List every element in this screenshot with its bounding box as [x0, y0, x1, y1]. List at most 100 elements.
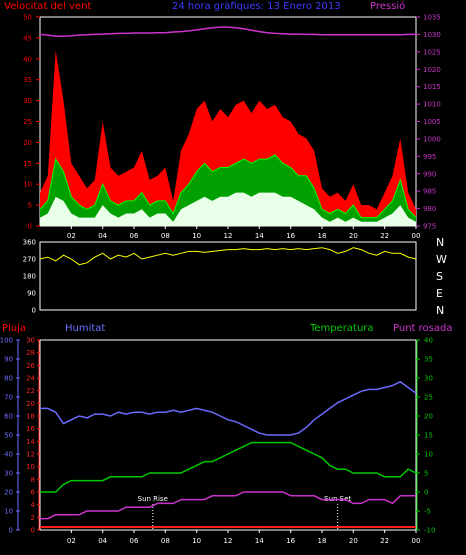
x-tick-label: 18: [318, 537, 327, 545]
humidity-tick-label: 10: [4, 508, 13, 516]
x-tick-label: 04: [98, 232, 107, 240]
compass-label: E: [436, 287, 443, 300]
temperature-tick-label: 30: [424, 375, 433, 383]
dewpoint-title: Punt rosada: [393, 323, 452, 334]
humidity-title: Humitat: [65, 323, 105, 334]
compass-label: N: [436, 236, 444, 249]
dewpoint-line: [40, 491, 416, 520]
humidity-tick-label: 90: [4, 356, 13, 364]
wind-pressure-panel: 0510152025303540455097598098599099510001…: [23, 14, 441, 241]
wind-tick-label: 15: [23, 160, 32, 168]
wind-average-line: [39, 154, 417, 219]
x-tick-label: 08: [161, 537, 170, 545]
rain-tick-label: 30: [26, 337, 35, 345]
graph-title: 24 hora gràfiques: 13 Enero 2013: [172, 0, 341, 12]
temperature-tick-label: 0: [424, 489, 428, 497]
rain-tick-label: 10: [26, 463, 35, 471]
wind-tick-label: 10: [23, 181, 32, 189]
x-tick-label: 10: [192, 537, 201, 545]
pressure-tick-label: 995: [423, 153, 436, 161]
humidity-panel-frame: [39, 339, 417, 531]
direction-tick-label: 270: [23, 256, 36, 264]
humidity-tick-label: 60: [4, 413, 13, 421]
direction-tick-label: 180: [23, 273, 36, 281]
pressure-tick-label: 1010: [423, 101, 441, 109]
humidity-tick-label: 100: [0, 337, 13, 345]
x-tick-label: 10: [192, 232, 201, 240]
x-tick-label: 00: [412, 232, 421, 240]
wind-tick-label: 45: [23, 34, 32, 42]
x-tick-label: 06: [130, 232, 139, 240]
x-tick-label: 16: [286, 537, 295, 545]
rain-tick-label: 22: [26, 387, 35, 395]
wind-tick-label: 0: [28, 223, 32, 231]
temperature-tick-label: 10: [424, 451, 433, 459]
wind-tick-label: 35: [23, 76, 32, 84]
pressure-tick-label: 1000: [423, 135, 441, 143]
x-tick-label: 16: [286, 232, 295, 240]
temperature-title: Temperatura: [309, 323, 374, 334]
pressure-tick-label: 1020: [423, 66, 441, 74]
x-tick-label: 00: [412, 537, 421, 545]
x-tick-label: 02: [67, 537, 76, 545]
wind-direction-line: [39, 247, 417, 266]
x-tick-label: 22: [380, 232, 389, 240]
x-tick-label: 04: [98, 537, 107, 545]
rain-tick-label: 4: [31, 501, 36, 509]
compass-label: S: [436, 270, 443, 283]
x-tick-label: 08: [161, 232, 170, 240]
temperature-tick-label: 5: [424, 470, 428, 478]
pressure-tick-label: 1030: [423, 31, 441, 39]
temperature-tick-label: -10: [424, 527, 435, 535]
rain-tick-label: 18: [26, 413, 35, 421]
pressure-tick-label: 1035: [423, 14, 441, 22]
humidity-tick-label: 70: [4, 394, 13, 402]
pressure-tick-label: 980: [423, 205, 436, 213]
pressure-tick-label: 1005: [423, 118, 441, 126]
wind-gust-area: [40, 50, 416, 227]
wind-tick-label: 5: [28, 202, 32, 210]
compass-label: N: [436, 304, 444, 317]
x-tick-label: 20: [349, 537, 358, 545]
x-tick-label: 22: [380, 537, 389, 545]
rain-tick-label: 12: [26, 451, 35, 459]
rain-tick-label: 6: [31, 489, 36, 497]
compass-label: W: [436, 253, 447, 266]
temperature-tick-label: 35: [424, 356, 433, 364]
wind-minimum-area: [40, 192, 416, 226]
direction-tick-label: 360: [23, 239, 36, 247]
rain-tick-label: 14: [26, 438, 35, 446]
x-tick-label: 12: [224, 232, 233, 240]
rain-title: Pluja: [2, 323, 26, 334]
pressure-title: Pressió: [370, 0, 405, 12]
humidity-tick-label: 50: [4, 432, 13, 440]
x-tick-label: 14: [255, 232, 264, 240]
temperature-tick-label: -5: [424, 508, 431, 516]
wind-average-area: [40, 154, 416, 226]
x-tick-label: 12: [224, 537, 233, 545]
direction-tick-label: 90: [27, 290, 36, 298]
temperature-tick-label: 20: [424, 413, 433, 421]
rain-tick-label: 8: [31, 476, 35, 484]
humidity-tick-label: 30: [4, 470, 13, 478]
x-tick-label: 02: [67, 232, 76, 240]
x-tick-label: 18: [318, 232, 327, 240]
rain-tick-label: 2: [31, 514, 35, 522]
wind-tick-label: 25: [23, 118, 32, 126]
humidity-tick-label: 20: [4, 489, 13, 497]
pressure-tick-label: 1015: [423, 83, 441, 91]
humidity-tick-label: 40: [4, 451, 13, 459]
temperature-tick-label: 25: [424, 394, 433, 402]
rain-tick-label: 16: [26, 425, 35, 433]
humidity-tick-label: 0: [9, 527, 13, 535]
wind-tick-label: 50: [23, 14, 32, 22]
pressure-tick-label: 1025: [423, 48, 441, 56]
wind-speed-title: Velocitat del vent: [4, 1, 91, 12]
rain-tick-label: 0: [31, 527, 35, 535]
sunrise-label: Sun Rise: [138, 495, 168, 503]
pressure-tick-label: 985: [423, 188, 436, 196]
temperature-line: [40, 441, 417, 493]
rain-tick-label: 20: [26, 400, 35, 408]
pressure-tick-label: 975: [423, 223, 436, 231]
